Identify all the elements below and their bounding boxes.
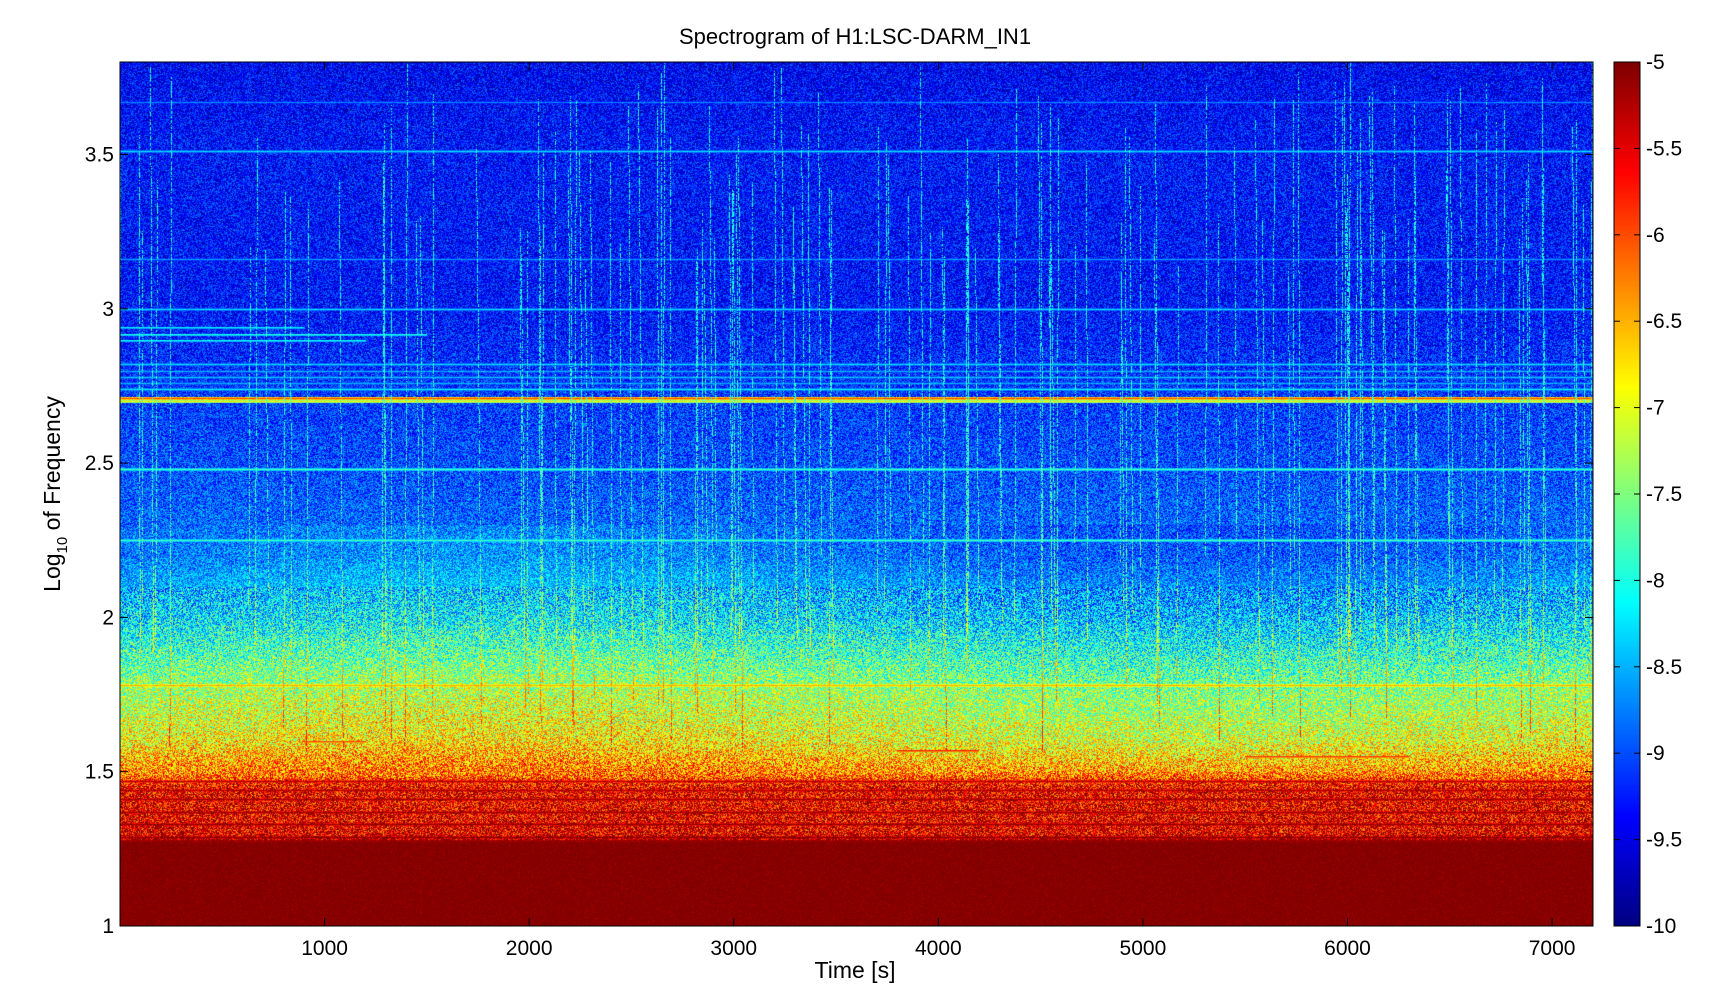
- x-tick-label: 5000: [1120, 937, 1167, 960]
- spectrogram-image: [120, 62, 1593, 926]
- y-tick-label: 2: [102, 606, 114, 629]
- colorbar: -5 -5.5 -6 -6.5 -7 -7.5 -8 -8.5 -9 -9.5 -10: [1613, 51, 1682, 938]
- colorbar-tick-label: -9: [1646, 742, 1665, 765]
- y-axis-label: Log10 of Frequency: [39, 396, 71, 592]
- colorbar-tick-label: -7: [1646, 397, 1665, 420]
- colorbar-tick-label: -6: [1646, 224, 1665, 247]
- colorbar-tick-label: -5: [1646, 51, 1665, 74]
- x-tick-label: 7000: [1529, 937, 1576, 960]
- plot-area: [119, 61, 1594, 927]
- y-tick-label: 2.5: [85, 452, 114, 475]
- x-axis-label: Time [s]: [815, 957, 896, 983]
- colorbar-ticks: -5 -5.5 -6 -6.5 -7 -7.5 -8 -8.5 -9 -9.5 -10: [1614, 51, 1682, 938]
- colorbar-tick-label: -7.5: [1646, 483, 1682, 506]
- y-axis-ticks: 1 1.5 2 2.5 3 3.5: [85, 144, 1593, 938]
- colorbar-tick-label: -6.5: [1646, 310, 1682, 333]
- colorbar-tick-label: -5.5: [1646, 137, 1682, 160]
- x-axis-ticks: 1000 2000 3000 4000 5000 6000 7000: [301, 62, 1575, 960]
- colorbar-tick-label: -8: [1646, 569, 1665, 592]
- colorbar-tick-label: -9.5: [1646, 829, 1682, 852]
- y-tick-label: 1.5: [85, 761, 114, 784]
- x-tick-label: 3000: [710, 937, 757, 960]
- x-tick-label: 2000: [506, 937, 553, 960]
- chart-title: Spectrogram of H1:LSC-DARM_IN1: [679, 24, 1031, 49]
- colorbar-tick-label: -10: [1646, 915, 1676, 938]
- colorbar-tick-label: -8.5: [1646, 656, 1682, 679]
- x-tick-label: 6000: [1324, 937, 1371, 960]
- y-tick-label: 3.5: [85, 144, 114, 167]
- x-tick-label: 4000: [915, 937, 962, 960]
- y-tick-label: 3: [102, 298, 114, 321]
- y-tick-label: 1: [102, 915, 114, 938]
- x-tick-label: 1000: [301, 937, 348, 960]
- plot-frame: [119, 61, 1594, 927]
